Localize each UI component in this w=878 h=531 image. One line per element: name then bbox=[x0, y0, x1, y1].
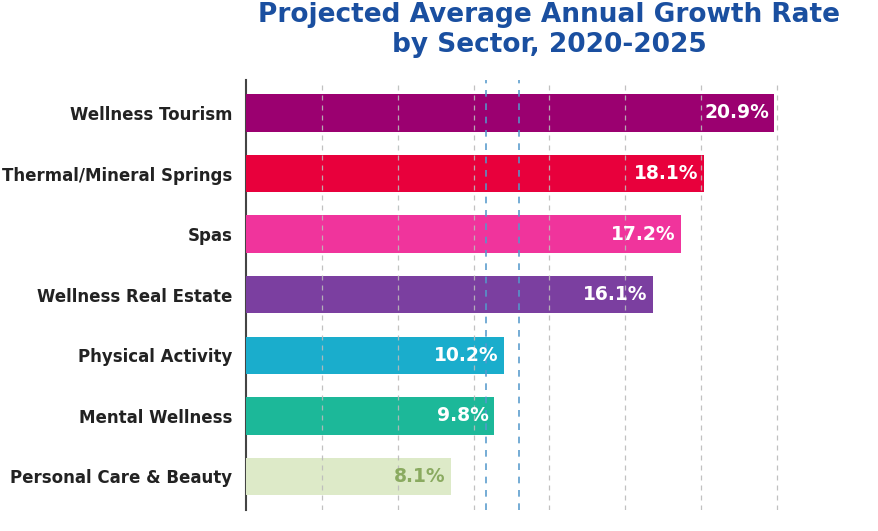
Bar bbox=[246, 94, 774, 132]
Title: Projected Average Annual Growth Rate
by Sector, 2020-2025: Projected Average Annual Growth Rate by … bbox=[258, 2, 839, 58]
Text: 17.2%: 17.2% bbox=[610, 225, 675, 244]
Text: 16.1%: 16.1% bbox=[583, 285, 647, 304]
Text: 18.1%: 18.1% bbox=[633, 164, 698, 183]
Bar bbox=[246, 397, 493, 435]
Text: 9.8%: 9.8% bbox=[436, 406, 488, 425]
Text: 8.1%: 8.1% bbox=[393, 467, 445, 486]
Bar bbox=[246, 216, 680, 253]
Text: 20.9%: 20.9% bbox=[703, 104, 768, 123]
Text: 10.2%: 10.2% bbox=[434, 346, 499, 365]
Bar bbox=[246, 276, 652, 313]
Bar bbox=[246, 155, 702, 192]
Bar bbox=[246, 337, 503, 374]
Bar bbox=[246, 458, 450, 495]
